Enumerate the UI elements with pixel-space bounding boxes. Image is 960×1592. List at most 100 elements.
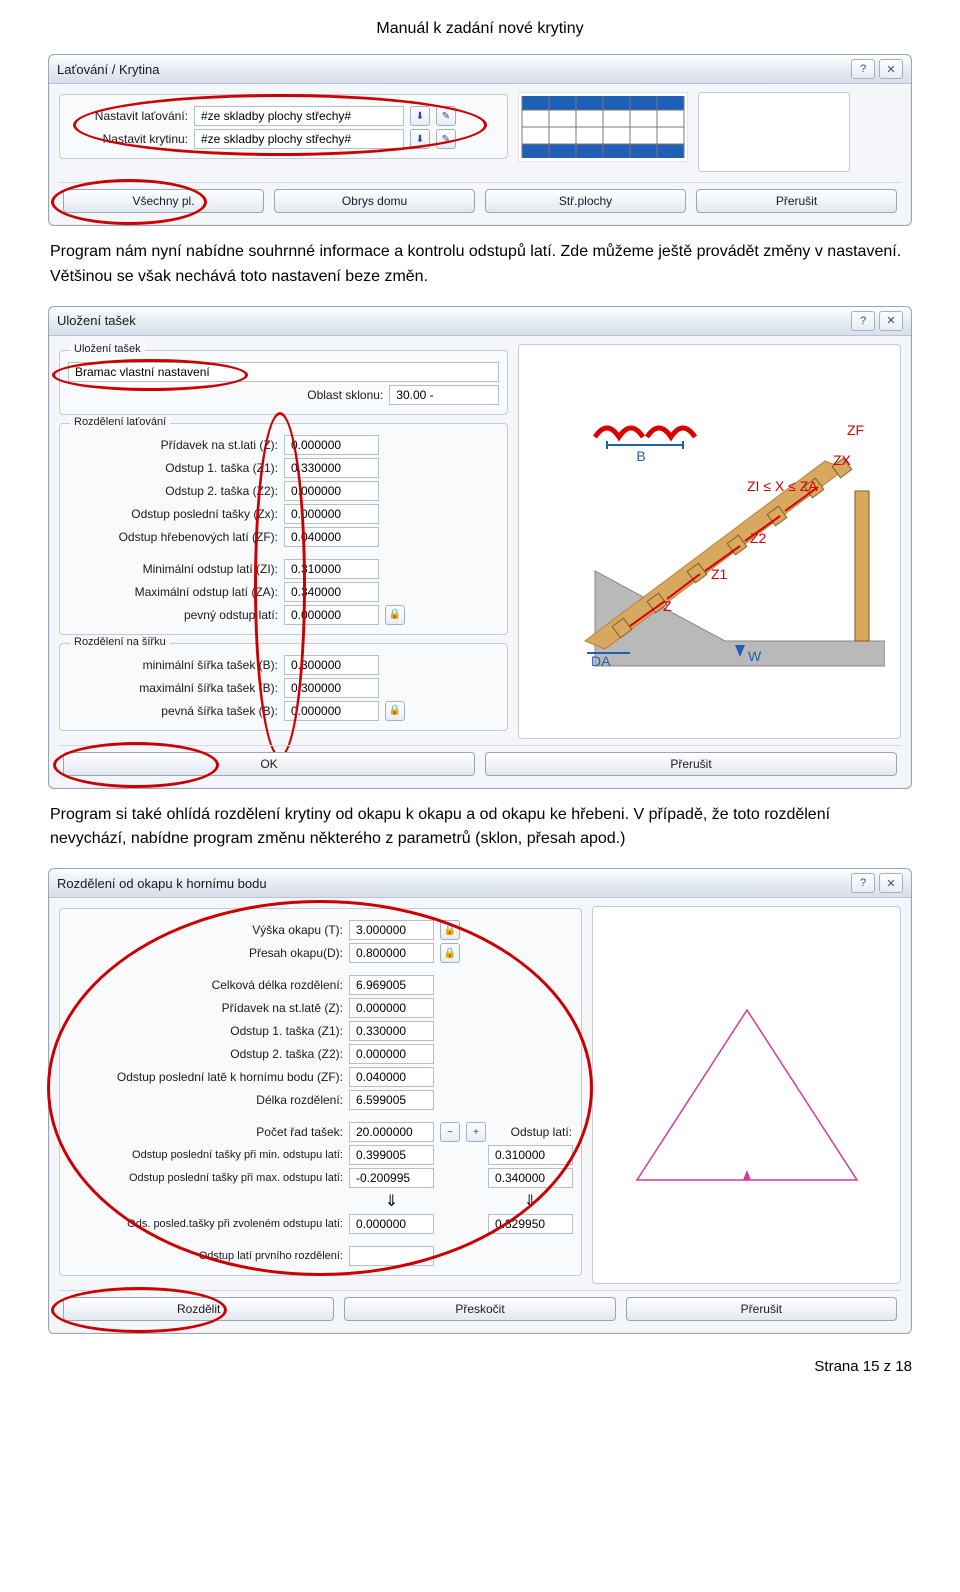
paragraph-1: Program nám nyní nabídne souhrnné inform… [50,240,910,290]
section-diagram: B ZF ZX ZI ≤ X ≤ ZA Z2 Z1 Z [518,344,901,739]
rl2-0-value[interactable]: 0.310000 [284,559,379,579]
lock-icon[interactable]: 🔒 [440,920,460,940]
dialog-ulozeni-tasek: Uložení tašek ? ✕ Uložení tašek Bramac v… [48,306,912,789]
btn-ok[interactable]: OK [63,752,475,776]
group-legend-rozdeleni-lat: Rozdělení laťování [70,416,170,428]
arrows-down-icon: ⇓ [349,1191,434,1211]
sklon-label: Oblast sklonu: [263,388,383,402]
btn-str-plochy[interactable]: Stř.plochy [485,189,686,213]
plus-icon[interactable]: + [466,1122,486,1142]
zvol-col2[interactable]: 0.329950 [488,1214,573,1234]
rl-0-value[interactable]: 0.000000 [284,435,379,455]
prvni-value[interactable] [349,1246,434,1266]
arrows-down-icon: ⇓ [488,1191,573,1211]
m-0-label: Celková délka rozdělení: [68,978,343,992]
m-3-value[interactable]: 0.000000 [349,1044,434,1064]
svg-text:W: W [748,648,762,664]
zvol-value[interactable]: 0.000000 [349,1214,434,1234]
doc-title: Manuál k zadání nové krytiny [48,20,912,38]
t-0-value[interactable]: 3.000000 [349,920,434,940]
mm-0-col2[interactable]: 0.310000 [488,1145,573,1165]
page-footer: Strana 15 z 18 [48,1358,912,1375]
arrow-down-icon[interactable]: ⬇ [410,129,430,149]
rl-3-value[interactable]: 0.000000 [284,504,379,524]
arrow-down-icon[interactable]: ⬇ [410,106,430,126]
svg-text:Z1: Z1 [711,566,728,582]
btn-rozdelit[interactable]: Rozdělit [63,1297,334,1321]
rl2-1-value[interactable]: 0.340000 [284,582,379,602]
t-0-label: Výška okapu (T): [68,923,343,937]
mm-0-value[interactable]: 0.399005 [349,1145,434,1165]
btn-vsechny-pl[interactable]: Všechny pl. [63,189,264,213]
row2-value[interactable]: #ze skladby plochy střechy# [194,129,404,149]
rl-2-value[interactable]: 0.000000 [284,481,379,501]
m-2-value[interactable]: 0.330000 [349,1021,434,1041]
edit-icon[interactable]: ✎ [436,106,456,126]
s-0-value[interactable]: 0.300000 [284,655,379,675]
pocet-value[interactable]: 20.000000 [349,1122,434,1142]
m-1-value[interactable]: 0.000000 [349,998,434,1018]
close-icon[interactable]: ✕ [879,311,903,331]
rl-1-value[interactable]: 0.330000 [284,458,379,478]
row2-label: Nastavit krytinu: [68,132,188,146]
svg-text:DA: DA [591,653,611,669]
svg-text:ZF: ZF [847,422,864,438]
edit-icon[interactable]: ✎ [436,129,456,149]
svg-text:ZX: ZX [833,452,852,468]
roof-plan-diagram [592,906,901,1284]
pocet-label: Počet řad tašek: [68,1125,343,1139]
preset-select[interactable]: Bramac vlastní nastavení [68,362,499,382]
rl2-2-value[interactable]: 0.000000 [284,605,379,625]
t-1-value[interactable]: 0.800000 [349,943,434,963]
btn-obrys-domu[interactable]: Obrys domu [274,189,475,213]
help-icon[interactable]: ? [851,59,875,79]
rl-4-value[interactable]: 0.040000 [284,527,379,547]
rl-3-label: Odstup poslední tašky (Zx): [68,507,278,521]
s-2-value[interactable]: 0.000000 [284,701,379,721]
dialog3-title: Rozdělení od okapu k hornímu bodu [57,876,267,891]
group-legend-sirka: Rozdělení na šířku [70,636,170,648]
btn-prerusit[interactable]: Přerušit [626,1297,897,1321]
grid-preview [518,92,688,162]
btn-preskocit[interactable]: Přeskočit [344,1297,615,1321]
row1-value[interactable]: #ze skladby plochy střechy# [194,106,404,126]
dialog3-titlebar: Rozdělení od okapu k hornímu bodu ? ✕ [49,869,911,898]
m-1-label: Přídavek na st.latě (Z): [68,1001,343,1015]
lock-icon[interactable]: 🔒 [440,943,460,963]
sklon-value[interactable]: 30.00 - [389,385,499,405]
help-icon[interactable]: ? [851,873,875,893]
s-0-label: minimální šířka tašek (B): [68,658,278,672]
btn-prerusit[interactable]: Přerušit [696,189,897,213]
row1-label: Nastavit laťování: [68,109,188,123]
btn-prerusit[interactable]: Přerušit [485,752,897,776]
spare-panel [698,92,850,172]
dialog2-title: Uložení tašek [57,313,136,328]
dialog-rozdeleni-okap: Rozdělení od okapu k hornímu bodu ? ✕ Vý… [48,868,912,1334]
mm-1-col2[interactable]: 0.340000 [488,1168,573,1188]
rl-4-label: Odstup hřebenových latí (ZF): [68,530,278,544]
lock-icon[interactable]: 🔒 [385,605,405,625]
close-icon[interactable]: ✕ [879,873,903,893]
m-5-value[interactable]: 6.599005 [349,1090,434,1110]
paragraph-2: Program si také ohlídá rozdělení krytiny… [50,803,910,853]
close-icon[interactable]: ✕ [879,59,903,79]
minus-icon[interactable]: − [440,1122,460,1142]
rl2-0-label: Minimální odstup latí (ZI): [68,562,278,576]
m-0-value[interactable]: 6.969005 [349,975,434,995]
lock-icon[interactable]: 🔒 [385,701,405,721]
s-1-value[interactable]: 0.300000 [284,678,379,698]
m-4-value[interactable]: 0.040000 [349,1067,434,1087]
m-3-label: Odstup 2. taška (Z2): [68,1047,343,1061]
s-1-label: maximální šířka tašek (B): [68,681,278,695]
mm-1-value[interactable]: -0.200995 [349,1168,434,1188]
zvol-label: Ods. posled.tašky při zvoleném odstupu l… [68,1218,343,1230]
t-1-label: Přesah okapu(D): [68,946,343,960]
m-2-label: Odstup 1. taška (Z1): [68,1024,343,1038]
dialog1-title: Laťování / Krytina [57,62,159,77]
help-icon[interactable]: ? [851,311,875,331]
mm-0-label: Odstup poslední tašky při min. odstupu l… [68,1149,343,1161]
mm-1-label: Odstup poslední tašky při max. odstupu l… [68,1172,343,1184]
odstup-lati-label: Odstup latí: [492,1125,572,1139]
label-B: B [636,448,645,464]
m-4-label: Odstup poslední latě k hornímu bodu (ZF)… [68,1070,343,1084]
